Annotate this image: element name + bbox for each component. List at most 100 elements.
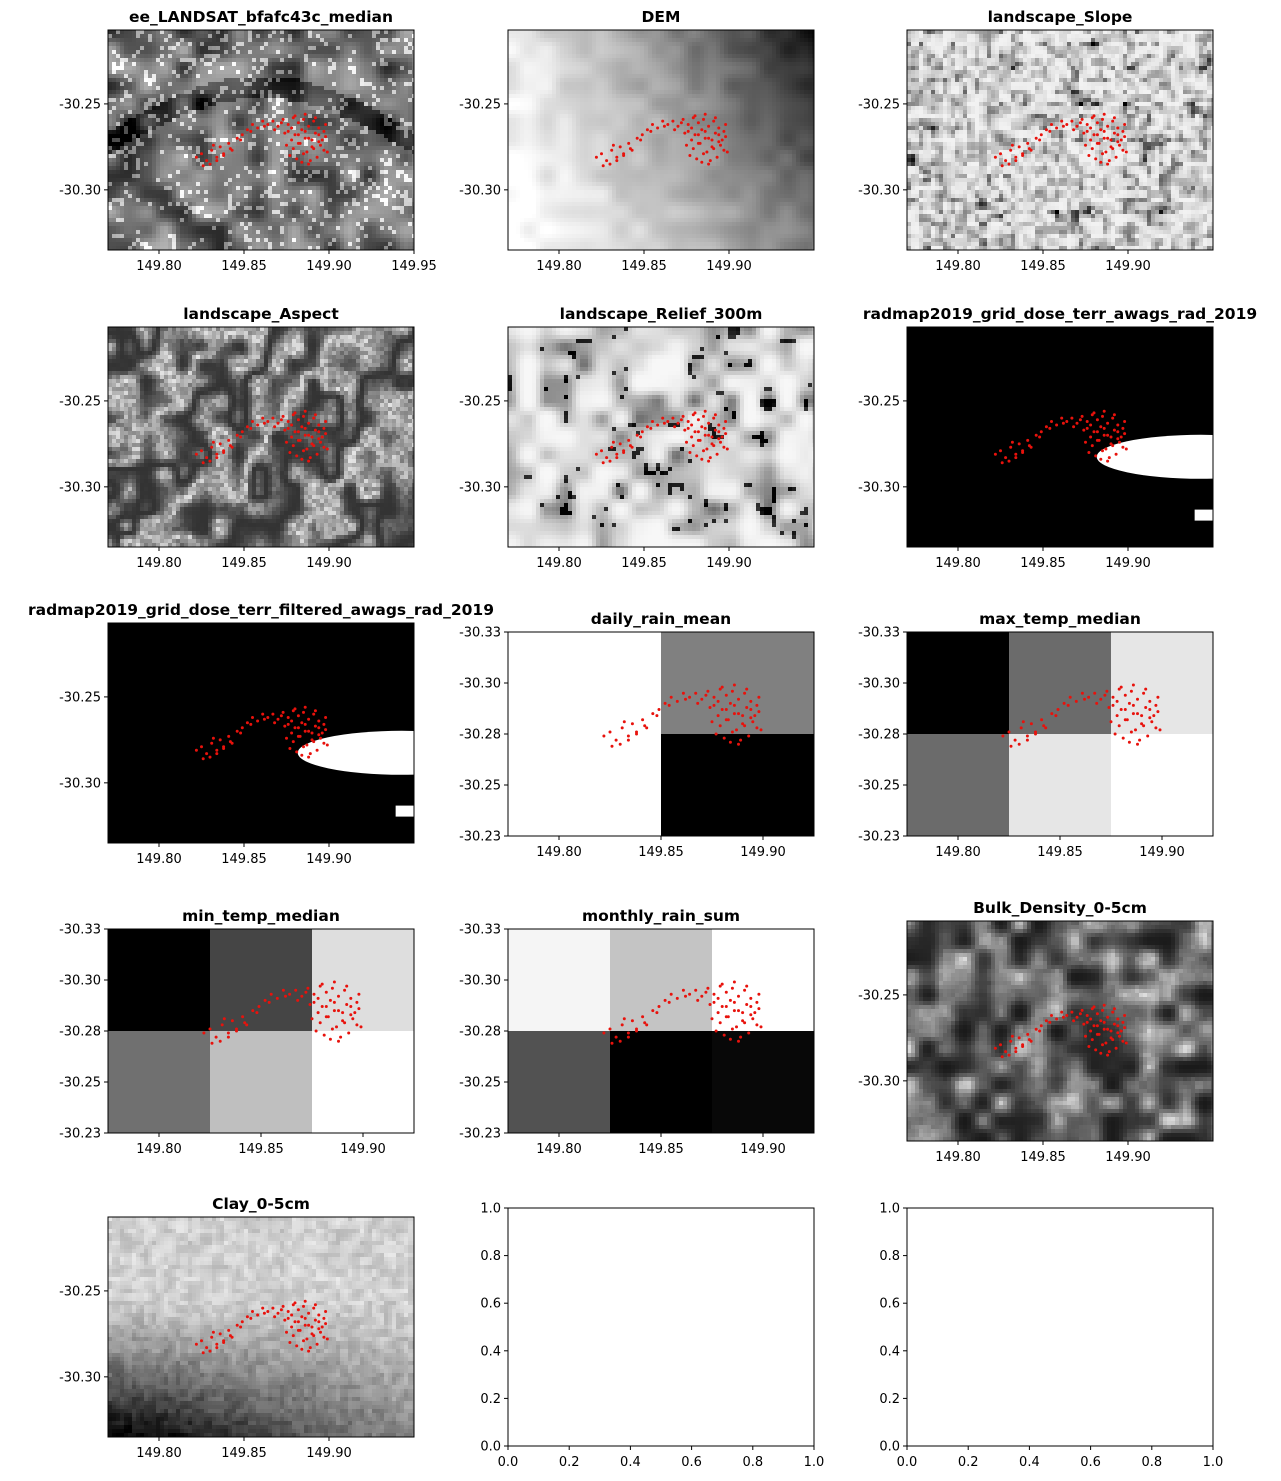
raster-cell	[292, 210, 296, 214]
raster-cell	[596, 46, 600, 50]
raster-cell	[616, 62, 620, 66]
raster-cell	[144, 98, 148, 102]
raster-cell	[296, 130, 300, 134]
raster-cell	[216, 102, 220, 106]
raster-cell	[316, 130, 320, 134]
raster-cell	[216, 62, 220, 66]
raster-cell	[260, 246, 264, 250]
raster-cell	[340, 86, 344, 90]
raster-cell	[396, 170, 400, 174]
raster-cell	[728, 54, 732, 58]
raster-cell	[220, 222, 224, 226]
raster-cell	[224, 46, 228, 50]
raster-cell	[252, 174, 256, 178]
raster-cell	[660, 42, 664, 46]
raster-cell	[128, 62, 132, 66]
raster-cell	[292, 82, 296, 86]
raster-cell	[336, 66, 340, 70]
panel-title: ee_LANDSAT_bfafc43c_median	[129, 8, 393, 26]
raster-cell	[140, 102, 144, 106]
raster-cell	[376, 190, 380, 194]
raster-cell	[276, 214, 280, 218]
raster-cell	[348, 70, 352, 74]
raster-cell	[752, 50, 756, 54]
raster-cell	[136, 214, 140, 218]
raster-cell	[204, 46, 208, 50]
raster-cell	[128, 210, 132, 214]
raster-cell	[352, 86, 356, 90]
raster-cell	[168, 82, 172, 86]
raster-cell	[328, 230, 332, 234]
raster-cell	[256, 94, 260, 98]
raster-cell	[132, 78, 136, 82]
raster-cell	[684, 38, 688, 42]
raster-cell	[604, 58, 608, 62]
raster-cell	[640, 46, 644, 50]
raster-cell	[512, 54, 516, 58]
raster-cell	[248, 58, 252, 62]
raster-cell	[572, 58, 576, 62]
raster-cell	[140, 138, 144, 142]
raster-cell	[396, 238, 400, 242]
raster-cell	[412, 66, 414, 70]
raster-cell	[332, 142, 336, 146]
raster-cell	[352, 90, 356, 94]
raster-cell	[152, 90, 156, 94]
raster-cell	[196, 78, 200, 82]
raster-cell	[276, 78, 280, 82]
raster-cell	[340, 186, 344, 190]
sample-point	[320, 138, 324, 142]
raster-cell	[156, 234, 160, 238]
raster-cell	[400, 166, 404, 170]
raster-cell	[212, 58, 216, 62]
raster-cell	[656, 54, 660, 58]
raster-cell	[196, 206, 200, 210]
raster-cell	[180, 62, 184, 66]
raster-cell	[300, 202, 304, 206]
raster-cell	[236, 54, 240, 58]
raster-cell	[108, 134, 112, 138]
raster-cell	[392, 86, 396, 90]
raster-cell	[552, 62, 556, 66]
raster-cell	[228, 186, 232, 190]
y-tick-label: -30.25	[59, 97, 101, 112]
raster-cell	[264, 218, 268, 222]
raster-cell	[132, 170, 136, 174]
raster-cell	[236, 138, 240, 142]
raster-cell	[292, 242, 296, 246]
raster-cell	[376, 82, 380, 86]
raster-cell	[516, 54, 520, 58]
raster-cell	[300, 58, 304, 62]
raster-cell	[204, 210, 208, 214]
raster-cell	[376, 50, 380, 54]
raster-cell	[160, 94, 164, 98]
raster-cell	[384, 110, 388, 114]
raster-cell	[272, 246, 276, 250]
raster-cell	[756, 34, 760, 38]
raster-cell	[368, 42, 372, 46]
raster-cell	[268, 54, 272, 58]
raster-cell	[648, 42, 652, 46]
raster-cell	[192, 106, 196, 110]
raster-cell	[372, 138, 376, 142]
raster-cell	[664, 62, 668, 66]
raster-cell	[412, 90, 414, 94]
raster-cell	[656, 62, 660, 66]
raster-cell	[320, 182, 324, 186]
raster-cell	[352, 30, 356, 34]
raster-cell	[224, 238, 228, 242]
raster-cell	[264, 50, 268, 54]
raster-cell	[680, 62, 684, 66]
raster-cell	[124, 158, 128, 162]
raster-cell	[600, 62, 604, 66]
raster-cell	[380, 170, 384, 174]
raster-cell	[564, 46, 568, 50]
raster-cell	[188, 54, 192, 58]
raster-cell	[332, 246, 336, 250]
raster-cell	[212, 30, 216, 34]
raster-cell	[232, 86, 236, 90]
raster-cell	[624, 42, 628, 46]
raster-cell	[376, 98, 380, 102]
raster-cell	[272, 34, 276, 38]
raster-cell	[132, 182, 136, 186]
